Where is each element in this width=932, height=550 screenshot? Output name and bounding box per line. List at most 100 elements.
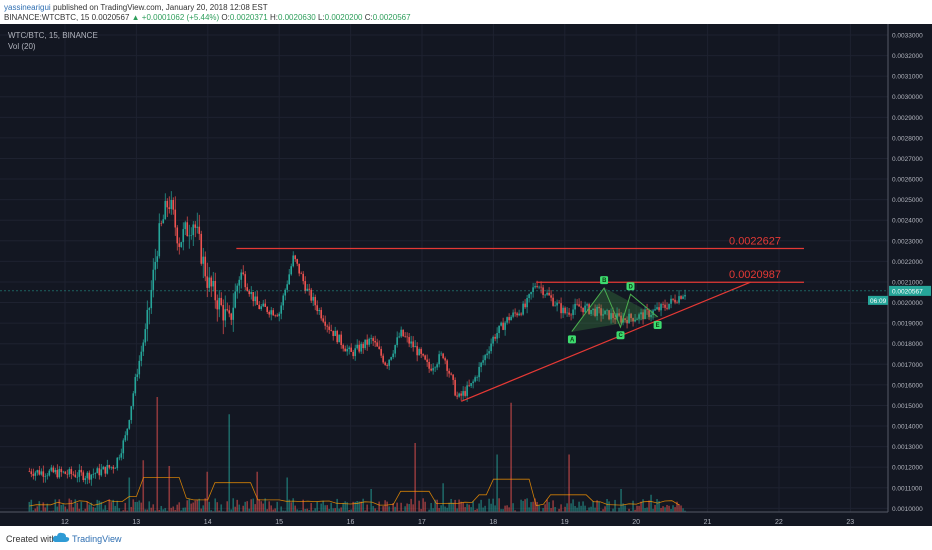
candle-body [220,297,223,306]
volume-bar [336,498,338,512]
candle-body [238,279,241,286]
volume-bar [176,504,179,512]
volume-bar [628,508,630,512]
candle-body [506,317,508,323]
volume-bar [130,506,133,512]
volume-bar [94,507,97,512]
candle-body [538,286,540,288]
candle-body [470,383,472,386]
volume-bar [424,501,426,512]
volume-bar [474,509,476,512]
volume-bar [564,506,566,512]
candle-body [146,309,149,330]
volume-bar [528,507,530,512]
tradingview-link[interactable]: TradingView [72,534,122,544]
volume-bar [376,510,378,512]
candle-body [82,472,85,481]
volume-bar [274,508,277,512]
close-value: 0.0020567 [372,13,411,22]
close-label: C: [364,13,373,22]
candle-body [62,471,65,473]
candle-body [556,302,558,306]
volume-bar [582,501,584,512]
volume-bar [66,509,69,512]
volume-bar [58,499,61,512]
candle-body [510,316,512,321]
pattern-point-badge [626,282,635,291]
volume-bar [530,502,532,512]
volume-bar [232,498,235,512]
candle-body [350,347,352,352]
candle-body [120,453,123,458]
volume-bar [158,509,161,512]
volume-bar [406,503,408,512]
candle-body [78,469,81,477]
candle-body [592,308,594,311]
candle-body [166,200,169,208]
candle-body [524,303,526,308]
volume-bar [534,498,536,512]
volume-bar [482,507,484,512]
candle-body [504,322,506,330]
volume-bar [268,501,271,512]
candle-body [324,321,326,326]
volume-bar [98,500,101,512]
x-tick-label: 21 [704,519,712,526]
volume-bar [552,500,554,512]
volume-bar [110,502,113,512]
volume-bars [28,397,686,512]
candle-body [358,344,360,352]
candle-body [634,319,636,322]
volume-bar [48,510,51,512]
candle-body [574,303,576,310]
volume-bar [554,506,556,512]
volume-bar [638,505,640,512]
candle-body [578,304,580,307]
volume-bar [360,501,362,512]
volume-bar [464,507,466,512]
volume-bar [298,510,300,512]
candle-body [30,471,33,475]
candle-body [336,330,338,343]
volume-bar [646,507,648,512]
volume-bar [580,505,582,512]
volume-bar [100,501,103,512]
volume-bar [112,499,115,512]
candle-body [378,346,380,349]
y-tick-label: 0.0013000 [892,444,923,451]
candle-body [664,304,666,308]
candle-body [322,318,324,322]
volume-bar [166,510,169,512]
pattern-point-label: B [602,278,607,284]
pattern-point-label: C [618,333,623,339]
volume-bar [500,509,502,512]
volume-bar [440,505,442,512]
volume-bar [218,510,221,512]
volume-bar [514,510,516,512]
chart-area[interactable]: 0.0022627 0.0020987 A B C D E 0.0033000 0.00320… [0,24,932,526]
candle-body [282,295,284,306]
candle-body [252,292,255,302]
candle-body [640,312,642,315]
volume-bar [144,509,147,512]
y-tick-label: 0.0024000 [892,218,923,225]
volume-bar [668,505,670,512]
volume-bar [330,502,332,512]
candle-body [162,219,165,224]
pattern-point-badge [567,335,576,344]
candle-body [562,307,564,314]
volume-bar [244,501,247,512]
candle-body [256,296,259,305]
candle-body [52,467,55,473]
candle-body [392,353,394,358]
volume-bar [126,510,129,512]
price-chart[interactable]: 0.0022627 0.0020987 A B C D E 0.0033000 0.00320… [0,24,932,526]
volume-bar [448,502,450,512]
candle-body [400,329,402,337]
candle-body [660,304,662,311]
candle-body [102,466,105,470]
volume-bar [596,500,598,512]
author-link[interactable]: yassinearigui [4,3,51,12]
candle-body [60,469,63,473]
volume-bar [46,503,49,512]
